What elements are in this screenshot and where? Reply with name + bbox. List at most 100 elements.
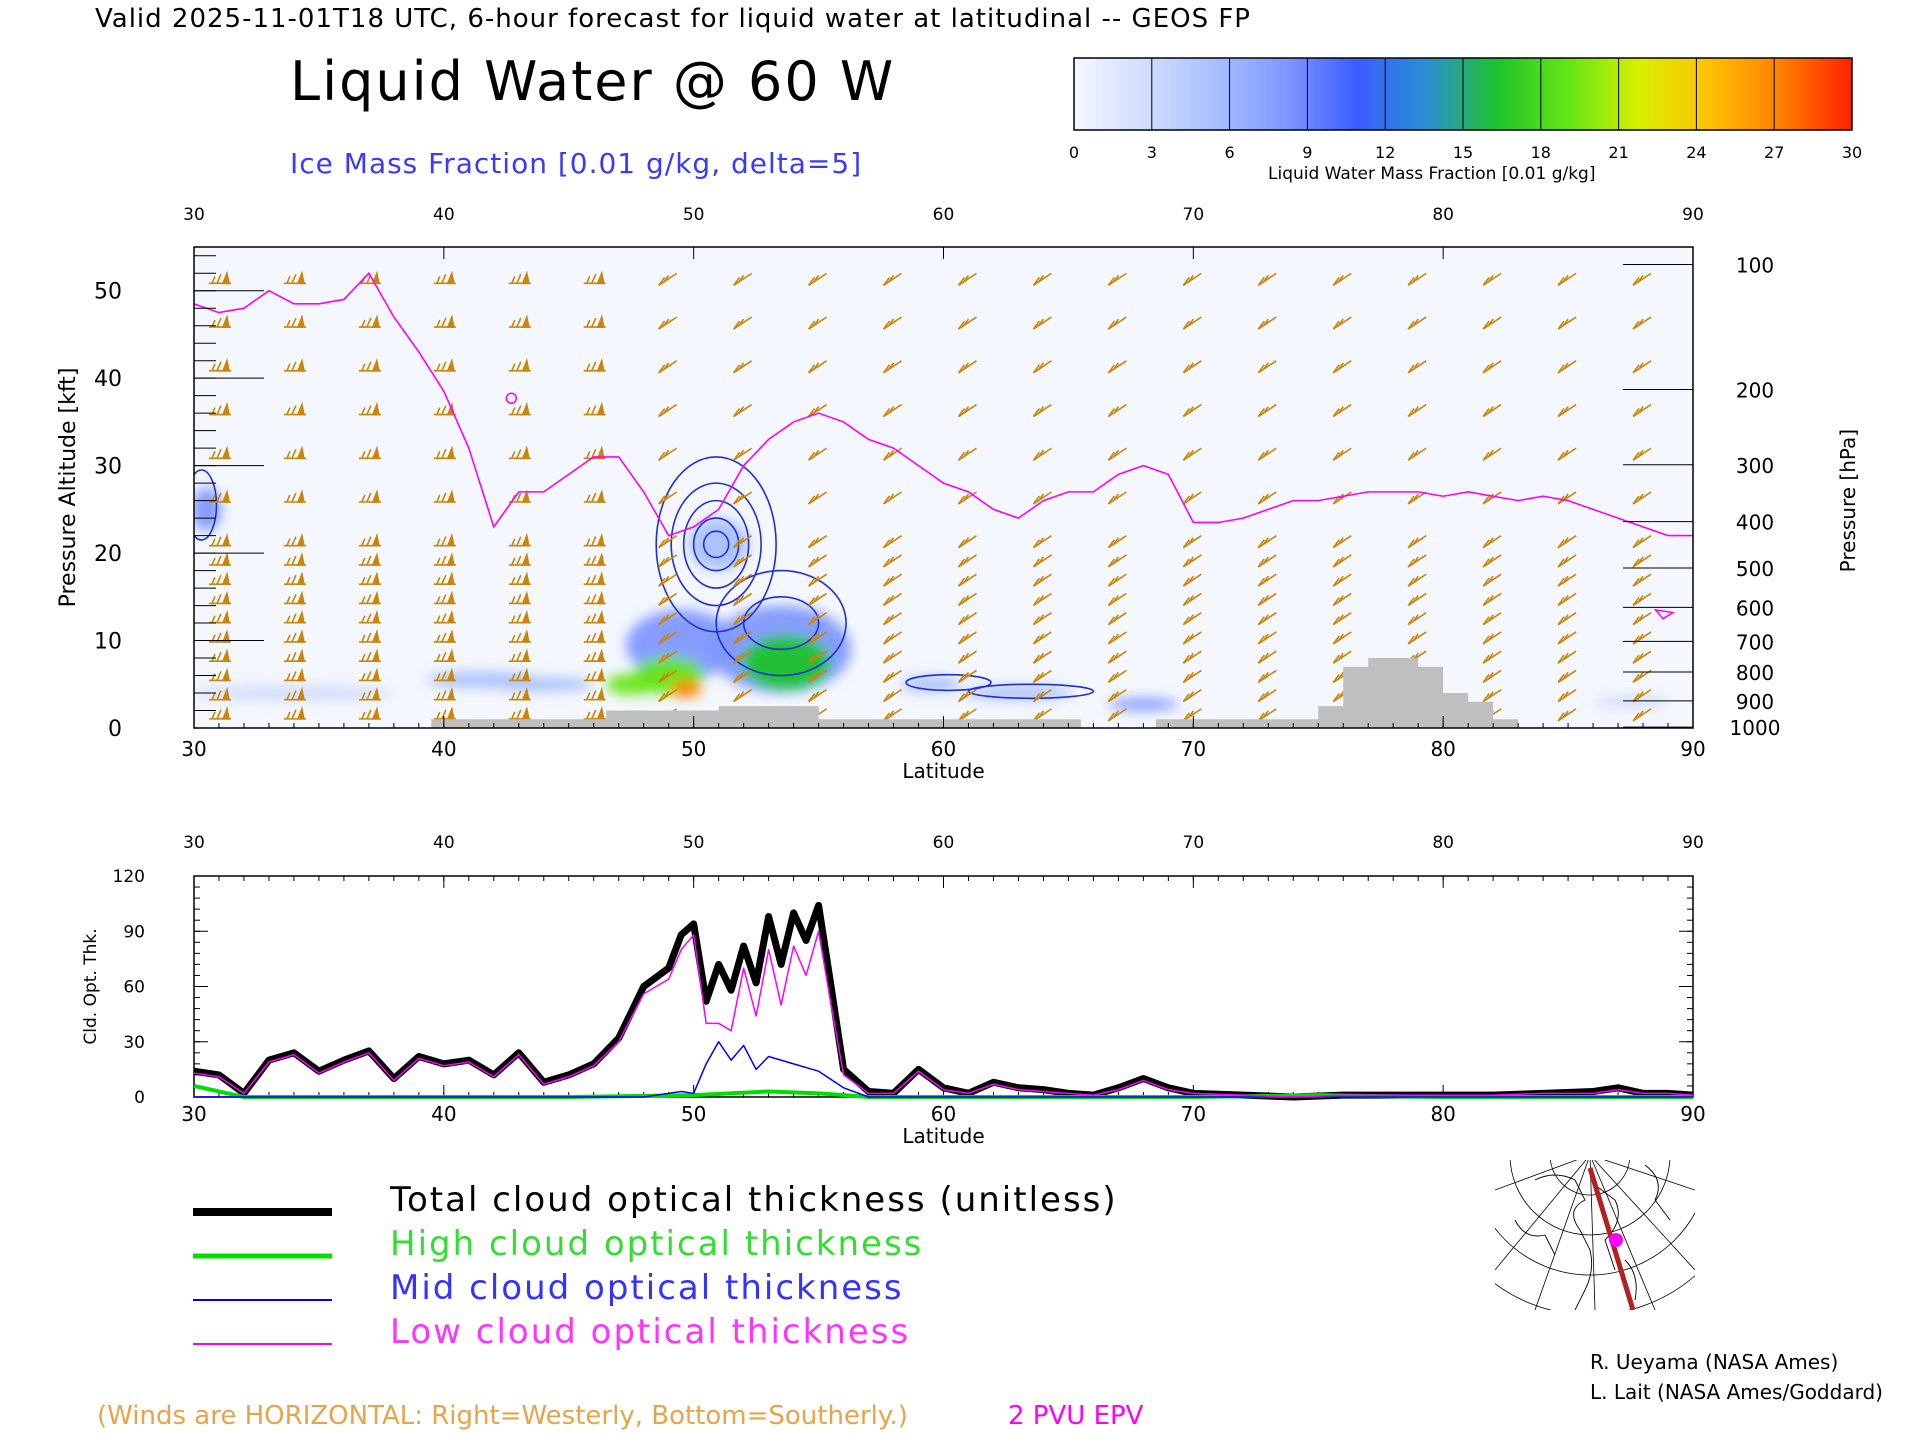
wind-barb <box>658 612 678 626</box>
wind-barb <box>1182 688 1202 703</box>
plot-content <box>194 270 1693 728</box>
wind-barb <box>1032 491 1052 505</box>
wind-barb <box>658 592 678 607</box>
wind-barb <box>658 316 678 330</box>
wind-barb <box>1107 708 1127 722</box>
wind-barb <box>1032 272 1052 287</box>
wind-barb <box>882 535 902 549</box>
wind-barb <box>1332 272 1352 287</box>
wind-barb <box>1332 554 1352 568</box>
wind-barb <box>358 590 381 605</box>
wind-barb <box>583 532 606 547</box>
wind-barb <box>732 316 753 330</box>
wind-barb <box>957 612 977 626</box>
wind-barb <box>1182 360 1202 374</box>
wind-barb <box>1107 272 1127 287</box>
wind-barb <box>1182 272 1202 287</box>
optical-thickness-plot: 30 30 40 40 50 50 60 60 70 70 80 80 90 90 Latitude 0 30 6… <box>81 833 1706 1148</box>
pressure-tick-label: 300 <box>1736 454 1774 478</box>
wind-barb <box>1482 272 1502 287</box>
pressure-tick-label: 100 <box>1736 253 1774 277</box>
wind-barb <box>732 650 753 664</box>
wind-barb <box>1257 554 1277 568</box>
wind-barb <box>1632 316 1652 330</box>
od-x-tick-label-top: 50 <box>683 833 705 853</box>
wind-barb <box>358 648 381 662</box>
wind-barb <box>283 667 306 682</box>
x-tick-label-top: 60 <box>933 205 955 225</box>
y-tick-label: 30 <box>94 455 122 480</box>
liquid-water-blob <box>426 672 537 688</box>
pressure-tick-label: 1000 <box>1730 716 1781 740</box>
legend-low: Low cloud optical thickness <box>390 1312 911 1352</box>
wind-barb <box>1182 491 1202 505</box>
wind-barb <box>1257 360 1277 374</box>
wind-barb <box>1632 447 1652 461</box>
od-x-tick-label-bottom: 50 <box>681 1102 706 1126</box>
wind-barb <box>1107 612 1127 626</box>
wind-barb <box>1332 316 1352 330</box>
pressure-tick-label: 800 <box>1736 661 1774 685</box>
colorbar-tick-label: 15 <box>1453 143 1473 162</box>
y-tick-label: 10 <box>94 630 122 655</box>
wind-barb <box>508 358 531 372</box>
wind-barb <box>1407 554 1427 568</box>
colorbar-tick-label: 18 <box>1531 143 1551 162</box>
wind-barb <box>807 403 828 418</box>
wind-barb <box>732 573 753 587</box>
wind-barb <box>283 314 306 328</box>
pressure-tick-label: 500 <box>1736 557 1774 581</box>
wind-barb <box>1482 403 1502 418</box>
wind-barb <box>732 491 753 505</box>
wind-barb <box>1407 592 1427 607</box>
wind-barb <box>807 650 828 664</box>
ice-contour <box>655 456 777 633</box>
od-frame <box>193 875 1694 1098</box>
od-x-tick-label-bottom: 30 <box>181 1102 206 1126</box>
wind-barb <box>1632 360 1652 374</box>
epv-small-contour <box>505 392 518 405</box>
od-y-axis-label: Cld. Opt. Thk. <box>81 928 101 1044</box>
wind-barb <box>208 590 231 605</box>
wind-barb <box>283 609 306 624</box>
wind-barb <box>1557 272 1577 287</box>
wind-barb <box>957 316 977 330</box>
wind-barb <box>1332 535 1352 549</box>
epv-small-contour <box>1653 608 1676 620</box>
wind-barb <box>1482 535 1502 549</box>
wind-barb <box>1632 554 1652 568</box>
wind-barb <box>1107 669 1127 684</box>
wind-barb <box>957 688 977 703</box>
x-tick-label-bottom: 50 <box>681 737 706 761</box>
wind-barb <box>957 650 977 664</box>
wind-barb <box>583 552 606 566</box>
wind-barb <box>1257 631 1277 645</box>
od-series-line <box>194 1041 1693 1098</box>
liquid-water-blob <box>1593 695 1669 708</box>
wind-barb <box>1407 573 1427 587</box>
wind-barb <box>283 532 306 547</box>
colorbar-tick-label: 27 <box>1764 143 1784 162</box>
x-tick-label-bottom: 30 <box>181 737 206 761</box>
legend-total: Total cloud optical thickness (unitless) <box>390 1180 1118 1220</box>
wind-barb <box>658 631 678 645</box>
wind-barb <box>882 447 902 461</box>
ice-contour <box>670 482 762 607</box>
x-tick-label-top: 70 <box>1183 205 1205 225</box>
wind-barb <box>283 686 306 701</box>
wind-barb <box>957 403 977 418</box>
wind-barb <box>1107 554 1127 568</box>
wind-barb <box>208 648 231 662</box>
pressure-tick-label: 900 <box>1736 690 1774 714</box>
od-y-tick-label: 120 <box>113 867 145 887</box>
wind-barb <box>658 554 678 568</box>
wind-barb <box>508 706 531 720</box>
wind-barb <box>732 612 753 626</box>
wind-barb <box>1557 535 1577 549</box>
wind-barb <box>732 592 753 607</box>
wind-barb <box>208 667 231 682</box>
wind-barb <box>957 491 977 505</box>
ice-contour <box>967 683 1095 700</box>
wind-barb <box>658 272 678 287</box>
wind-barb <box>433 629 456 643</box>
